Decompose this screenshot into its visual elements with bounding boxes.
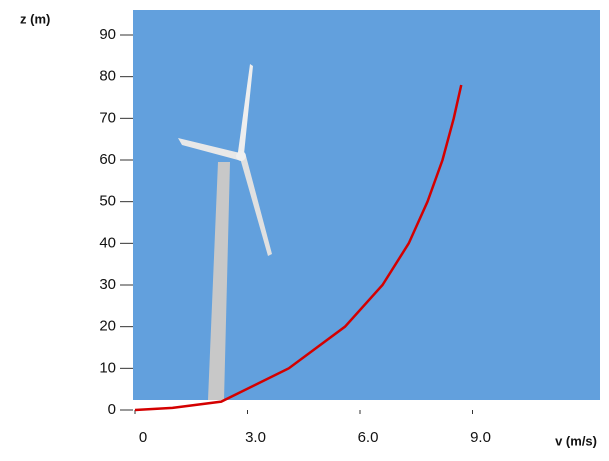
y-tick-label: 20	[99, 318, 116, 335]
x-tick-label: 3.0	[245, 429, 266, 446]
y-tick-label: 40	[99, 234, 116, 251]
y-tick-label: 80	[99, 68, 116, 85]
y-tick-label: 60	[99, 151, 116, 168]
y-tick-label: 30	[99, 276, 116, 293]
y-tick-label: 50	[99, 193, 116, 210]
x-axis-label: v (m/s)	[555, 433, 597, 448]
y-tick-label: 70	[99, 109, 116, 126]
wind-turbine	[178, 64, 272, 400]
x-tick-label: 6.0	[358, 429, 379, 446]
x-tick-label: 0	[139, 429, 147, 446]
y-axis-label: z (m)	[20, 11, 50, 26]
plot-background	[133, 10, 600, 400]
x-tick-label: 9.0	[470, 429, 491, 446]
y-tick-label: 90	[99, 26, 116, 43]
data-line	[134, 84, 463, 412]
y-tick-label: 10	[99, 359, 116, 376]
y-tick-label: 0	[108, 401, 116, 418]
